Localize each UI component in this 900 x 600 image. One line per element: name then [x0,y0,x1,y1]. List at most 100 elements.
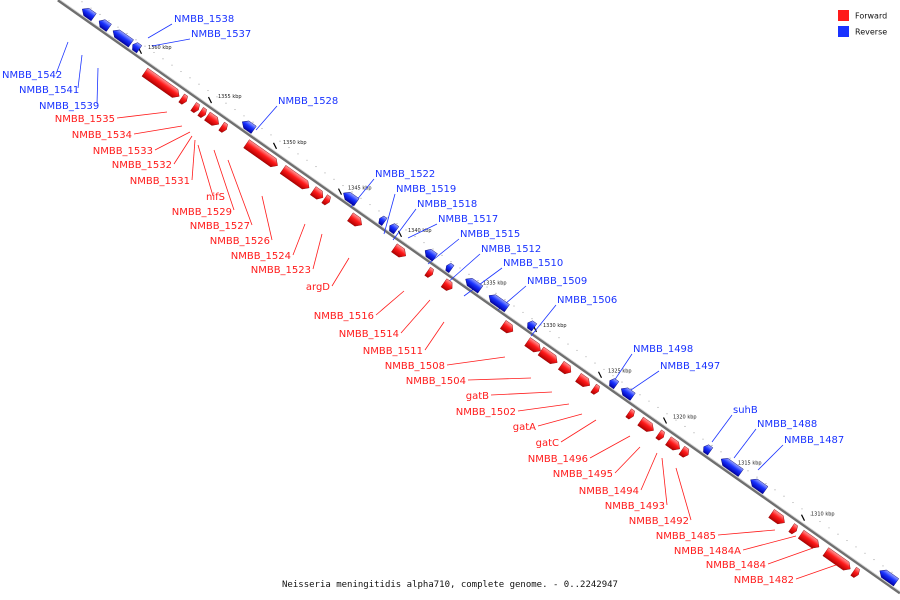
forward-leader-line [292,223,306,256]
forward-gene-shape [424,266,434,278]
grid-dot [792,501,794,504]
grid-dot [666,413,668,415]
reverse-gene-label[interactable]: NMBB_1541 [19,85,79,96]
forward-gene-label[interactable]: NMBB_1535 [55,114,115,125]
forward-gene-label[interactable]: NMBB_1508 [385,361,445,372]
forward-gene-shape [850,566,860,578]
forward-gene-shape [537,346,558,364]
reverse-gene-label[interactable]: NMBB_1497 [660,361,720,372]
tick-label: 1310 kbp [811,512,835,518]
reverse-gene-label[interactable]: NMBB_1518 [417,199,477,210]
forward-gene-label[interactable]: NMBB_1514 [339,329,399,340]
reverse-gene-label[interactable]: NMBB_1510 [503,258,563,269]
grid-dot [495,292,497,294]
reverse-gene-label[interactable]: NMBB_1538 [174,14,234,25]
reverse-gene-label[interactable]: NMBB_1528 [278,96,338,107]
forward-gene-label[interactable]: NMBB_1493 [605,501,665,512]
forward-gene-arrow [347,212,362,227]
forward-gene-label[interactable]: gatA [513,422,536,433]
reverse-gene-label[interactable]: NMBB_1517 [438,214,498,225]
grid-dot [189,77,191,79]
forward-gene-label[interactable]: NMBB_1516 [314,311,374,322]
forward-leader-line [795,564,837,580]
grid-dot [297,153,299,155]
forward-gene-label[interactable]: gatB [466,391,489,402]
forward-gene-label[interactable]: nifS [206,192,225,203]
reverse-gene-label[interactable]: NMBB_1487 [784,435,844,446]
forward-gene-label[interactable]: NMBB_1532 [112,160,172,171]
forward-gene-arrow [590,383,600,395]
forward-gene-label[interactable]: gatC [536,438,559,449]
forward-gene-label[interactable]: NMBB_1527 [190,221,250,232]
forward-gene-label[interactable]: NMBB_1482 [734,575,794,586]
grid-dot [639,394,641,396]
grid-dot [801,508,803,510]
grid-dot [360,197,362,199]
forward-gene-arrow [637,416,654,432]
reverse-gene-arrow [132,42,143,54]
forward-gene-label[interactable]: NMBB_1533 [93,146,153,157]
forward-gene-label[interactable]: NMBB_1484 [706,560,766,571]
forward-leader-line [227,159,253,226]
reverse-gene-label[interactable]: NMBB_1519 [396,184,456,195]
reverse-gene-label[interactable]: NMBB_1498 [633,344,693,355]
grid-dot [234,108,236,111]
grid-dot [720,451,722,453]
forward-gene-label[interactable]: NMBB_1529 [172,207,232,218]
forward-gene-label[interactable]: NMBB_1502 [456,407,516,418]
forward-gene-label[interactable]: argD [306,282,330,293]
reverse-leader-line [151,38,191,47]
forward-gene-label[interactable]: NMBB_1496 [528,454,588,465]
forward-gene-shape [440,278,453,291]
reverse-gene-label[interactable]: NMBB_1522 [375,169,435,180]
forward-gene-label[interactable]: NMBB_1504 [406,376,466,387]
reverse-gene-label[interactable]: NMBB_1542 [2,70,62,81]
forward-gene-arrow [190,102,200,114]
grid-dot [630,387,632,389]
reverse-gene-label[interactable]: NMBB_1512 [481,244,541,255]
grid-dot [810,514,812,516]
forward-gene-shape [625,408,635,420]
reverse-gene-label[interactable]: NMBB_1539 [39,101,99,112]
forward-leader-line [197,144,214,197]
genome-axis [57,0,900,595]
forward-gene-shape [218,121,228,133]
grid-dot [477,280,479,282]
grid-dot [261,128,263,130]
forward-gene-label[interactable]: NMBB_1494 [579,486,639,497]
forward-gene-shape [309,186,324,200]
reverse-gene-label[interactable]: NMBB_1488 [757,419,817,430]
forward-gene-shape [665,436,680,451]
forward-leader-line [154,131,191,151]
tick-label: 1340 kbp [408,228,432,234]
grid-dot [837,533,839,535]
forward-leader-line [446,356,506,366]
reverse-gene-arrow [389,223,400,235]
forward-gene-label[interactable]: NMBB_1534 [72,130,132,141]
forward-gene-label[interactable]: NMBB_1523 [251,265,311,276]
forward-gene-label[interactable]: NMBB_1485 [656,531,716,542]
tick-label: 1350 kbp [283,140,307,146]
grid-dot [126,32,128,35]
reverse-leader-line [147,23,173,39]
legend-forward-swatch [838,10,849,21]
grid-dot [504,299,506,301]
reverse-gene-label[interactable]: NMBB_1506 [557,295,617,306]
grid-dot [207,89,209,92]
forward-gene-label[interactable]: NMBB_1531 [130,176,190,187]
reverse-gene-label[interactable]: suhB [733,405,758,416]
reverse-gene-label[interactable]: NMBB_1537 [191,29,251,40]
forward-gene-shape [279,165,310,190]
reverse-gene-arrow [378,215,388,226]
forward-gene-label[interactable]: NMBB_1526 [210,236,270,247]
forward-gene-shape [197,107,207,118]
reverse-gene-shape [621,387,636,401]
forward-gene-arrow [788,523,798,535]
forward-gene-label[interactable]: NMBB_1495 [553,469,613,480]
forward-gene-label[interactable]: NMBB_1484A [674,546,741,557]
forward-gene-label[interactable]: NMBB_1492 [629,516,689,527]
forward-gene-label[interactable]: NMBB_1511 [363,346,423,357]
forward-gene-label[interactable]: NMBB_1524 [231,251,291,262]
reverse-gene-label[interactable]: NMBB_1515 [460,229,520,240]
reverse-gene-label[interactable]: NMBB_1509 [527,276,587,287]
